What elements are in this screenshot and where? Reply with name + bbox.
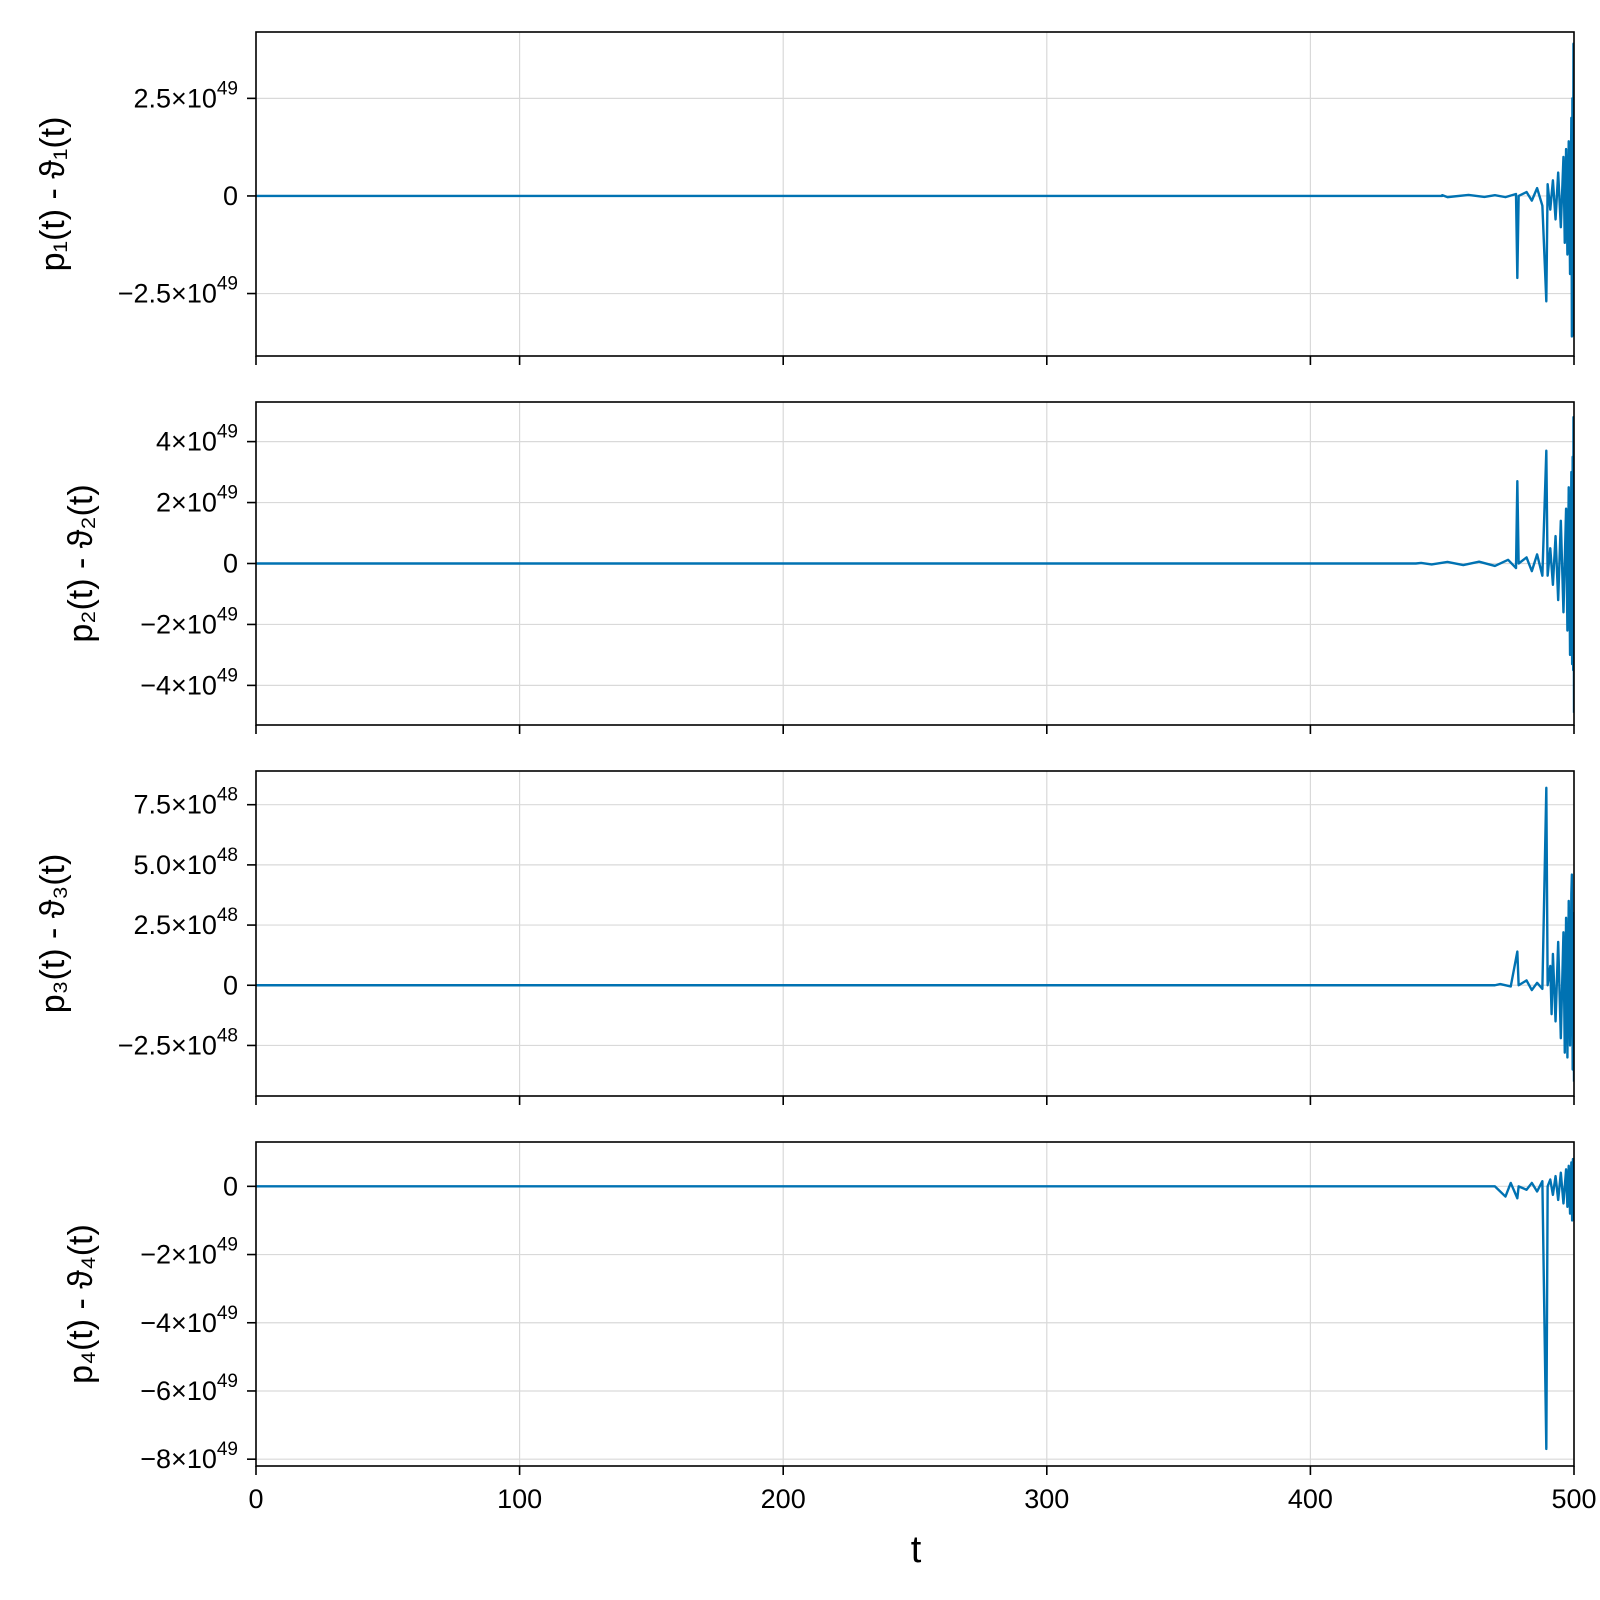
x-tick-label: 100 [497, 1484, 542, 1514]
panel-3-series-line [256, 786, 1574, 1082]
x-tick-label: 200 [761, 1484, 806, 1514]
panel-2-y-tick-label: −2×1049 [140, 604, 238, 639]
panel-1-frame [255, 31, 1575, 357]
panel-4-y-tick-label: 0 [223, 1171, 238, 1201]
panel-1: −2.5×1049 0 2.5×1049 p₁(t) - ϑ₁(t) [34, 31, 1575, 365]
panel-4: 0 100 200 300 400 500 −8×1049 −6×1049 −4×1049 −2×… [62, 1141, 1597, 1514]
panel-2-y-tick-label: 0 [223, 549, 238, 579]
x-axis-label: t [911, 1529, 922, 1571]
panel-1-y-tick-label: −2.5×1049 [118, 274, 238, 309]
panel-3-y-tick-label: 7.5×1048 [134, 785, 238, 820]
panel-2-series-line [256, 416, 1574, 713]
panel-4-y-tick-label: −8×1049 [140, 1439, 238, 1474]
panel-1-series-line [256, 42, 1574, 338]
panel-4-frame [255, 1141, 1575, 1467]
panel-3-y-tick-label: 2.5×1048 [134, 905, 238, 940]
panel-3-y-axis-label: p₃(t) - ϑ₃(t) [34, 854, 72, 1014]
panel-1-y-axis-label: p₁(t) - ϑ₁(t) [34, 117, 72, 272]
panel-3-y-tick-label: 0 [223, 970, 238, 1000]
panel-3-frame [255, 770, 1575, 1097]
panel-4-y-tick-label: −4×1049 [140, 1303, 238, 1338]
panel-3-y-tick-label: 5.0×1048 [134, 845, 238, 880]
x-tick-label: 400 [1288, 1484, 1333, 1514]
x-tick-label: 500 [1551, 1484, 1596, 1514]
panel-3-y-tick-label: −2.5×1048 [118, 1025, 238, 1060]
panel-4-y-tick-label: −6×1049 [140, 1371, 238, 1406]
panel-2-y-tick-label: 4×1049 [156, 422, 238, 457]
panel-2-y-tick-label: −4×1049 [140, 665, 238, 700]
panel-4-y-tick-label: −2×1049 [140, 1235, 238, 1270]
x-tick-label: 300 [1024, 1484, 1069, 1514]
panel-1-y-tick-label: 2.5×1049 [134, 78, 238, 113]
panel-1-y-tick-label: 0 [223, 181, 238, 211]
panel-4-series-line [256, 1157, 1574, 1451]
panel-4-y-axis-label: p₄(t) - ϑ₄(t) [62, 1224, 100, 1384]
panel-2-y-tick-label: 2×1049 [156, 483, 238, 518]
x-tick-label: 0 [248, 1484, 263, 1514]
panel-2: −4×1049 −2×1049 0 2×1049 4×1049 p₂(t) - ϑ₂(t) [62, 401, 1575, 734]
panel-2-y-axis-label: p₂(t) - ϑ₂(t) [62, 484, 100, 642]
panel-3: −2.5×1048 0 2.5×1048 5.0×1048 7.5×1048 p₃(t) … [34, 770, 1575, 1105]
